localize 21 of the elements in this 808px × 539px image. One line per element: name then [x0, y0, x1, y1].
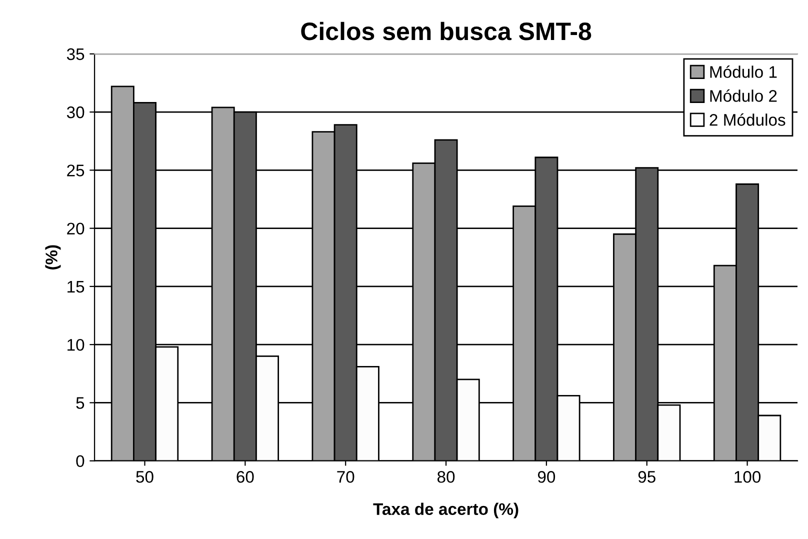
y-axis-title: (%) — [45, 245, 61, 270]
y-tick-label: 0 — [76, 455, 84, 468]
y-tick-label: 25 — [67, 164, 84, 176]
x-tick-label: 70 — [337, 471, 354, 483]
x-tick-label: 90 — [538, 471, 556, 483]
x-tick-label: 50 — [136, 471, 154, 483]
legend-label: Módulo 2 — [710, 89, 777, 102]
x-tick-label: 95 — [638, 471, 656, 483]
x-tick-label: 60 — [236, 471, 254, 483]
chart-title: Ciclos sem busca SMT-8 — [301, 22, 592, 40]
y-tick-label: 35 — [66, 48, 84, 60]
y-tick-label: 10 — [68, 338, 84, 351]
x-axis-title: Taxa de acerto (%) — [373, 502, 518, 518]
legend-label: Módulo 1 — [710, 65, 777, 78]
y-tick-label: 30 — [66, 106, 84, 118]
y-tick-label: 15 — [68, 281, 84, 293]
y-tick-label: 20 — [67, 222, 84, 235]
y-tick-label: 5 — [76, 397, 84, 409]
x-tick-label: 100 — [734, 471, 761, 483]
legend-label: 2 Módulos — [710, 113, 786, 126]
x-tick-label: 80 — [437, 471, 455, 483]
